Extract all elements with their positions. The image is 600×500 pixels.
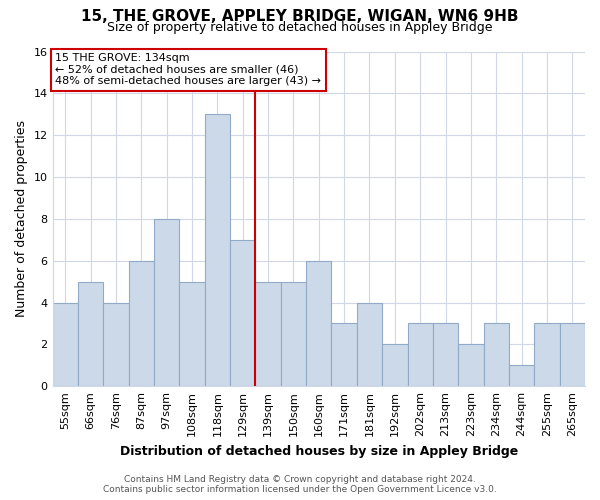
Text: 15 THE GROVE: 134sqm
← 52% of detached houses are smaller (46)
48% of semi-detac: 15 THE GROVE: 134sqm ← 52% of detached h… <box>55 53 321 86</box>
Bar <box>458 344 484 386</box>
Bar <box>382 344 407 386</box>
Bar <box>103 302 128 386</box>
Text: Contains HM Land Registry data © Crown copyright and database right 2024.
Contai: Contains HM Land Registry data © Crown c… <box>103 474 497 494</box>
Bar <box>306 260 331 386</box>
Bar <box>154 219 179 386</box>
Bar <box>281 282 306 386</box>
Bar <box>560 324 585 386</box>
Bar <box>357 302 382 386</box>
Bar <box>230 240 256 386</box>
Text: 15, THE GROVE, APPLEY BRIDGE, WIGAN, WN6 9HB: 15, THE GROVE, APPLEY BRIDGE, WIGAN, WN6… <box>81 9 519 24</box>
Bar <box>433 324 458 386</box>
Bar <box>78 282 103 386</box>
Bar <box>331 324 357 386</box>
Bar <box>53 302 78 386</box>
X-axis label: Distribution of detached houses by size in Appley Bridge: Distribution of detached houses by size … <box>119 444 518 458</box>
Bar <box>205 114 230 386</box>
Bar <box>179 282 205 386</box>
Text: Size of property relative to detached houses in Appley Bridge: Size of property relative to detached ho… <box>107 21 493 34</box>
Bar <box>407 324 433 386</box>
Y-axis label: Number of detached properties: Number of detached properties <box>15 120 28 318</box>
Bar <box>509 366 534 386</box>
Bar <box>484 324 509 386</box>
Bar <box>128 260 154 386</box>
Bar <box>256 282 281 386</box>
Bar <box>534 324 560 386</box>
